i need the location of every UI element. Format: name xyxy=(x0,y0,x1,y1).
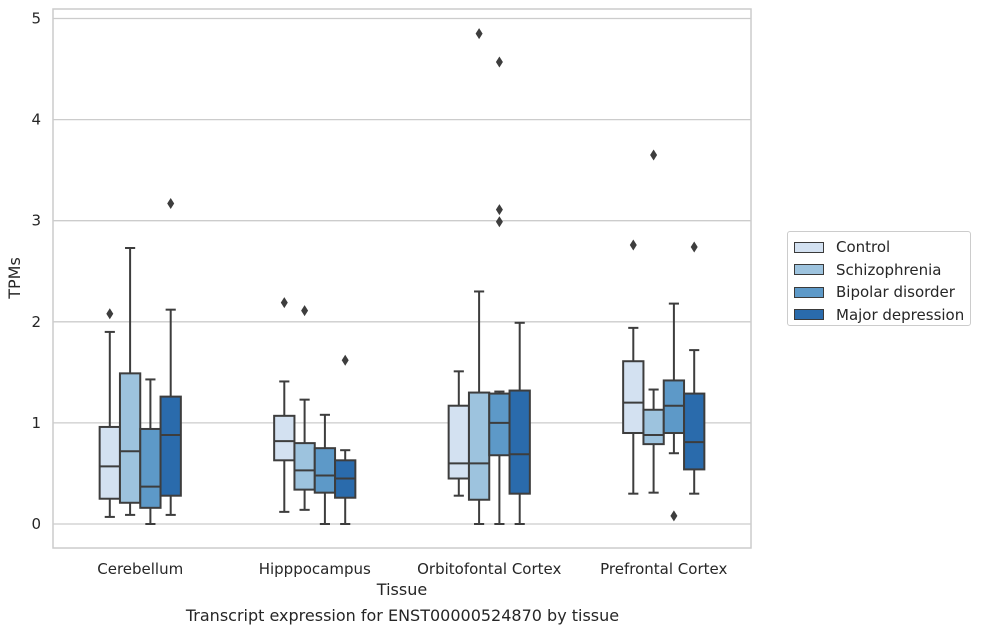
box-rect xyxy=(159,395,182,497)
legend-item-bipolar-disorder: Bipolar disorder xyxy=(794,281,970,304)
box-rect xyxy=(622,360,645,435)
outlier-point xyxy=(475,28,483,40)
box-1-3 xyxy=(642,149,665,494)
box-1-0 xyxy=(118,246,142,516)
box-2-1 xyxy=(313,413,337,525)
box-rect xyxy=(293,442,316,491)
legend-label-control: Control xyxy=(836,238,891,257)
y-tick-label-4: 4 xyxy=(31,111,41,129)
box-0-0 xyxy=(98,308,121,518)
box-rect xyxy=(467,391,491,501)
x-tick-label-1: Hipppocampus xyxy=(259,560,371,578)
outlier-point xyxy=(301,305,309,317)
legend: Control Schizophrenia Bipolar disorder M… xyxy=(787,231,971,326)
box-rect xyxy=(98,425,121,500)
legend-swatch-major-depression xyxy=(794,309,824,321)
outlier-point xyxy=(670,510,678,522)
x-tick-labels: Cerebellum Hipppocampus Orbitofontal Corte… xyxy=(97,560,727,578)
box-groups xyxy=(98,28,706,525)
legend-swatch-control xyxy=(794,241,824,253)
box-3-0 xyxy=(159,198,182,516)
legend-swatch-schizophrenia xyxy=(794,264,824,276)
y-tick-label-1: 1 xyxy=(31,414,41,432)
outlier-point xyxy=(106,308,114,320)
box-2-2 xyxy=(488,56,511,525)
box-rect xyxy=(313,447,337,494)
x-tick-label-2: Orbitofontal Cortex xyxy=(417,560,561,578)
box-rect xyxy=(273,414,296,462)
chart-caption: Transcript expression for ENST0000052487… xyxy=(185,606,620,625)
legend-label-schizophrenia: Schizophrenia xyxy=(836,260,942,279)
box-0-1 xyxy=(273,297,296,513)
box-rect xyxy=(488,392,511,457)
legend-label-bipolar-disorder: Bipolar disorder xyxy=(836,283,955,302)
y-tick-label-3: 3 xyxy=(31,212,41,230)
box-1-1 xyxy=(293,305,316,511)
box-0-3 xyxy=(622,239,645,495)
box-3-2 xyxy=(508,321,531,525)
outlier-point xyxy=(495,56,503,68)
box-rect xyxy=(683,392,706,471)
y-tick-labels: 0 1 2 3 4 5 xyxy=(31,10,41,534)
outlier-point xyxy=(650,149,658,161)
outlier-point xyxy=(280,297,288,309)
box-1-2 xyxy=(467,28,491,525)
y-axis-label: TPMs xyxy=(5,257,24,300)
legend-item-control: Control xyxy=(794,236,970,259)
box-2-0 xyxy=(139,378,162,525)
legend-item-schizophrenia: Schizophrenia xyxy=(794,259,970,282)
x-tick-label-0: Cerebellum xyxy=(97,560,183,578)
box-rect xyxy=(118,372,142,504)
box-rect xyxy=(139,427,162,509)
outlier-point xyxy=(167,198,175,210)
outlier-point xyxy=(495,204,503,216)
outlier-point xyxy=(495,216,503,228)
box-rect xyxy=(447,404,470,480)
box-rect xyxy=(508,389,531,495)
outlier-point xyxy=(629,239,637,251)
box-rect xyxy=(662,379,686,435)
box-3-3 xyxy=(683,241,706,495)
plot-frame xyxy=(52,8,752,549)
y-tick-label-2: 2 xyxy=(31,313,41,331)
y-tick-label-5: 5 xyxy=(31,10,41,28)
box-3-1 xyxy=(334,354,357,525)
legend-swatch-bipolar-disorder xyxy=(794,286,824,298)
x-tick-label-3: Prefrontal Cortex xyxy=(600,560,727,578)
legend-item-major-depression: Major depression xyxy=(794,304,970,327)
outlier-point xyxy=(341,354,349,366)
legend-label-major-depression: Major depression xyxy=(836,305,965,324)
box-2-3 xyxy=(662,302,686,522)
box-rect xyxy=(642,408,665,446)
box-0-2 xyxy=(447,370,470,497)
y-tick-label-0: 0 xyxy=(31,515,41,533)
outlier-point xyxy=(690,241,698,253)
x-axis-label: Tissue xyxy=(376,580,427,599)
